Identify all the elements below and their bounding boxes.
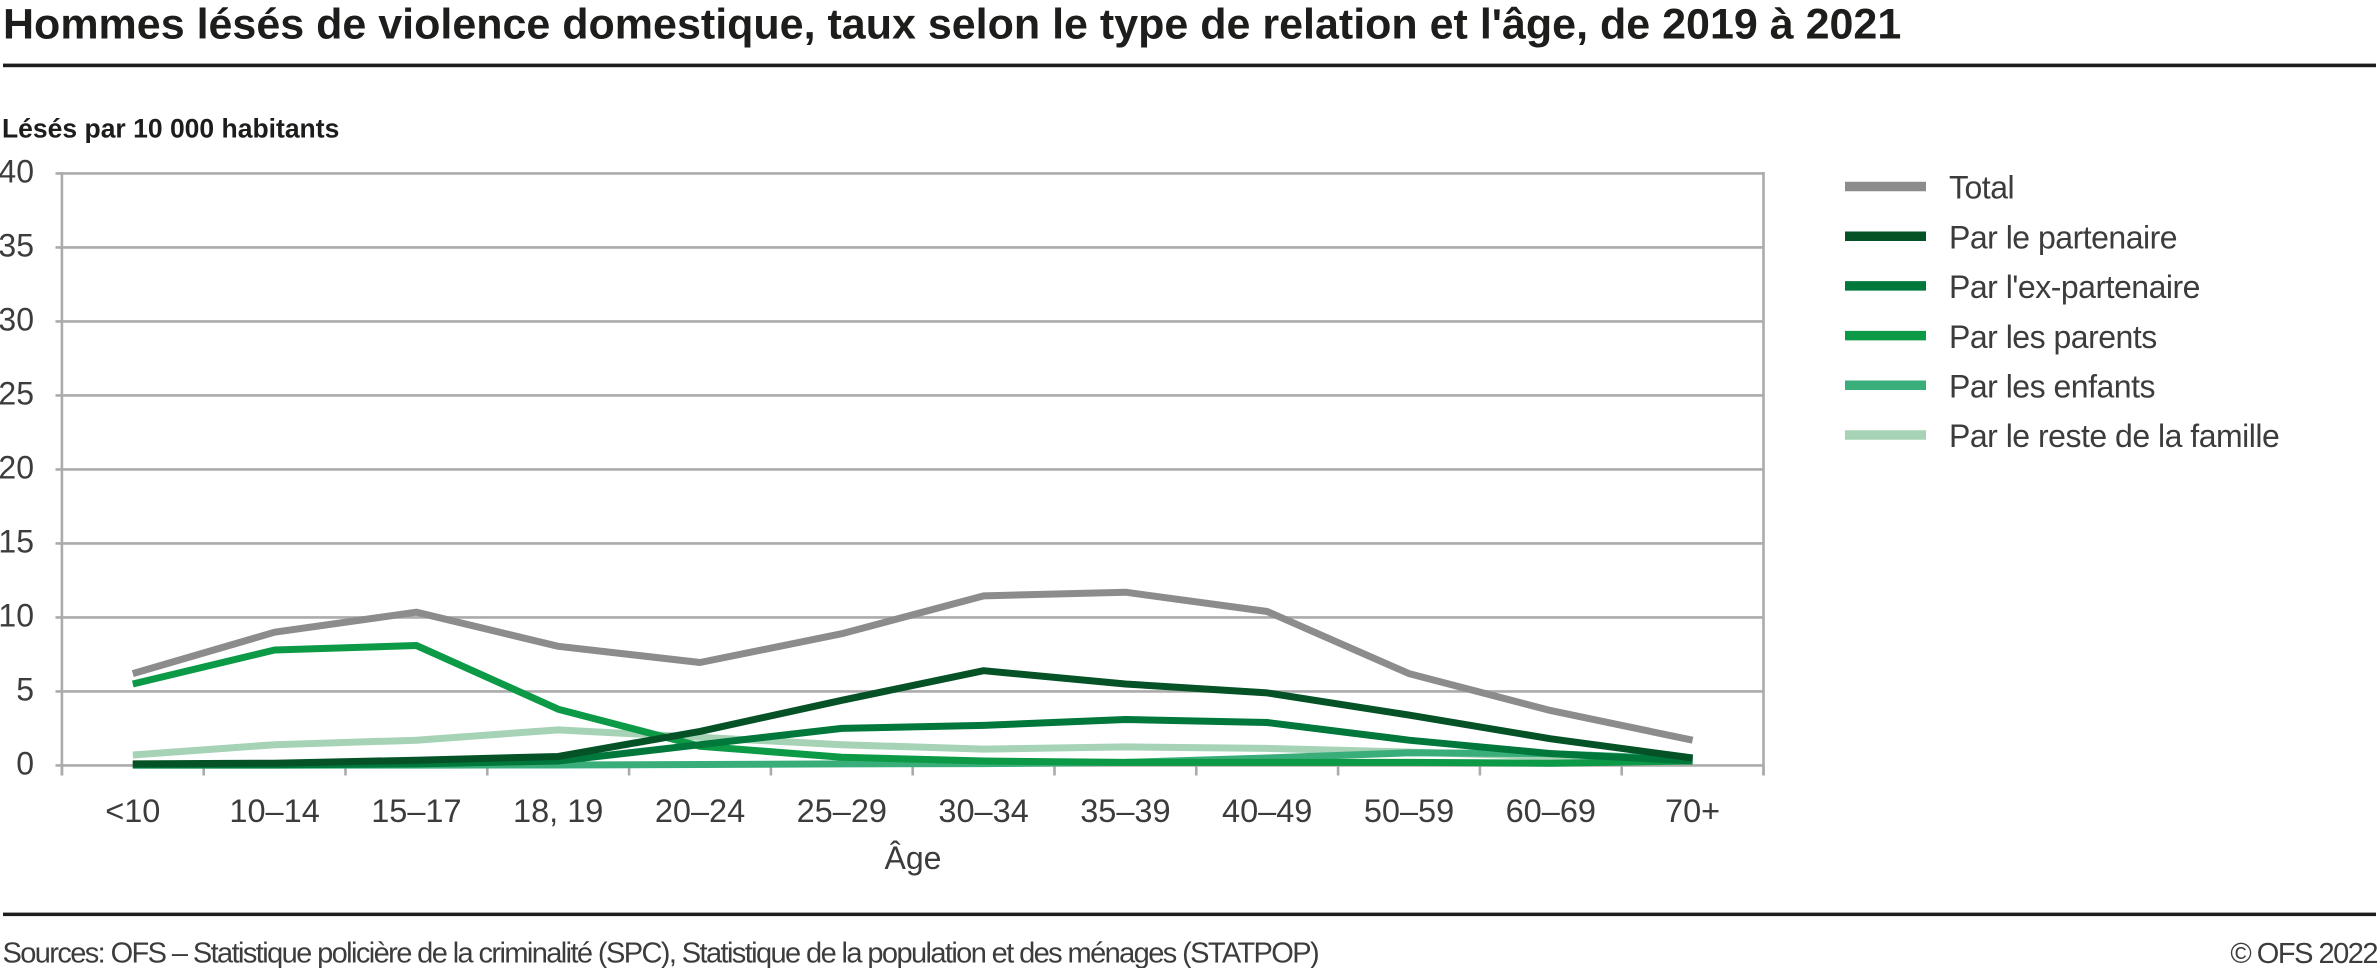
svg-text:Sources: OFS – Statistique pol: Sources: OFS – Statistique policière de … <box>3 938 1319 968</box>
svg-text:30–34: 30–34 <box>938 793 1028 829</box>
svg-text:Par les parents: Par les parents <box>1949 319 2157 355</box>
svg-text:0: 0 <box>16 745 34 781</box>
svg-text:5: 5 <box>16 671 34 707</box>
svg-text:25–29: 25–29 <box>797 793 887 829</box>
svg-text:20–24: 20–24 <box>655 793 745 829</box>
svg-text:Par le partenaire: Par le partenaire <box>1949 219 2177 255</box>
svg-text:Par les enfants: Par les enfants <box>1949 369 2155 405</box>
svg-text:Lésés par 10 000 habitants: Lésés par 10 000 habitants <box>2 114 339 144</box>
svg-text:35–39: 35–39 <box>1080 793 1170 829</box>
svg-text:Âge: Âge <box>885 840 942 876</box>
svg-text:15–17: 15–17 <box>371 793 461 829</box>
svg-text:25: 25 <box>0 375 34 411</box>
svg-text:10–14: 10–14 <box>229 793 319 829</box>
svg-text:20: 20 <box>0 449 34 485</box>
svg-text:© OFS 2022: © OFS 2022 <box>2230 938 2377 968</box>
svg-text:Par l'ex-partenaire: Par l'ex-partenaire <box>1949 269 2200 305</box>
svg-text:70+: 70+ <box>1665 793 1720 829</box>
svg-text:50–59: 50–59 <box>1364 793 1454 829</box>
svg-text:Hommes lésés de violence domes: Hommes lésés de violence domestique, tau… <box>3 1 1901 49</box>
svg-text:Par le reste de la famille: Par le reste de la famille <box>1949 418 2279 454</box>
svg-text:60–69: 60–69 <box>1506 793 1596 829</box>
svg-text:40: 40 <box>0 153 34 189</box>
svg-text:15: 15 <box>0 523 34 559</box>
svg-text:40–49: 40–49 <box>1222 793 1312 829</box>
svg-text:30: 30 <box>0 301 34 337</box>
svg-text:35: 35 <box>0 227 34 263</box>
svg-text:Total: Total <box>1949 170 2014 206</box>
svg-text:18, 19: 18, 19 <box>513 793 603 829</box>
svg-text:<10: <10 <box>105 793 160 829</box>
svg-text:10: 10 <box>0 597 34 633</box>
